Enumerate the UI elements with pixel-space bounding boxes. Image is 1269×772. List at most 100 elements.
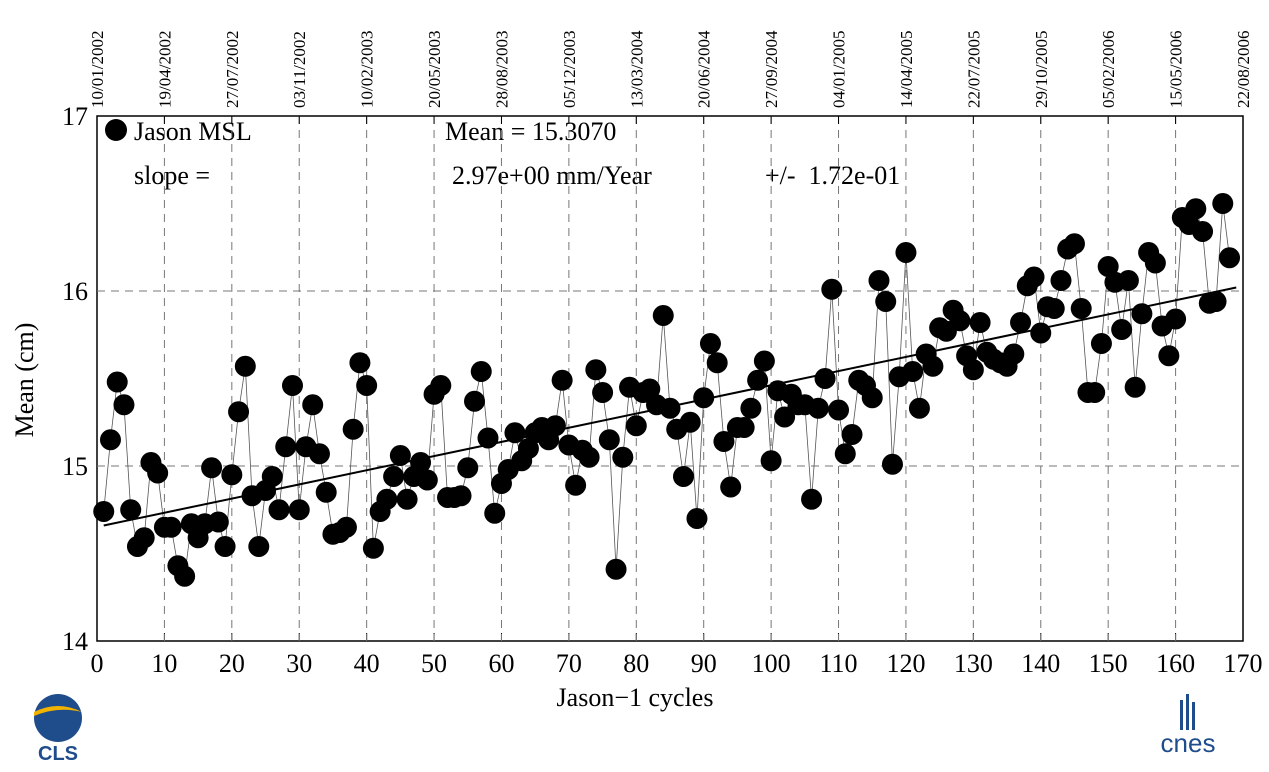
y-tick-label: 16 xyxy=(62,277,88,306)
data-point xyxy=(207,511,229,533)
data-point xyxy=(693,387,715,409)
data-point xyxy=(834,443,856,465)
data-point xyxy=(861,387,883,409)
x-tick-label: 150 xyxy=(1089,649,1128,678)
data-point xyxy=(342,418,364,440)
data-point xyxy=(686,508,708,529)
data-point xyxy=(1097,256,1119,277)
data-point xyxy=(1131,303,1153,325)
data-point xyxy=(1124,376,1146,398)
data-point xyxy=(99,429,121,451)
data-point xyxy=(1010,312,1032,333)
data-point xyxy=(1050,270,1072,291)
data-point xyxy=(383,466,405,487)
cnes-text: cnes xyxy=(1161,728,1216,758)
data-point xyxy=(881,453,903,475)
data-point xyxy=(201,457,223,479)
x-tick-label: 40 xyxy=(354,649,380,678)
data-point xyxy=(410,452,432,473)
data-point xyxy=(908,397,930,419)
data-point xyxy=(1030,322,1052,344)
data-point xyxy=(565,474,587,496)
top-tick-label: 22/08/2006 xyxy=(1234,31,1253,108)
data-point xyxy=(672,466,694,487)
data-point xyxy=(315,481,337,503)
top-tick-label: 05/12/2003 xyxy=(560,31,579,108)
data-point xyxy=(261,466,283,487)
data-point xyxy=(774,406,796,428)
data-point xyxy=(1084,382,1106,403)
data-point xyxy=(335,516,357,538)
data-point xyxy=(268,499,290,521)
top-tick-label: 19/04/2002 xyxy=(155,31,174,108)
data-point xyxy=(1111,319,1133,340)
top-tick-label: 04/01/2005 xyxy=(830,31,849,108)
y-tick-label: 15 xyxy=(62,452,88,481)
data-point xyxy=(416,469,438,491)
y-axis-title: Mean (cm) xyxy=(10,323,39,438)
data-point xyxy=(875,291,897,312)
data-point xyxy=(922,355,944,377)
data-point xyxy=(113,394,135,416)
data-point xyxy=(949,310,971,332)
cls-logo: CLS xyxy=(34,694,82,765)
data-point xyxy=(814,368,836,389)
data-point xyxy=(1003,343,1025,365)
x-tick-label: 170 xyxy=(1224,649,1263,678)
data-point xyxy=(1023,266,1045,288)
x-tick-label: 130 xyxy=(954,649,993,678)
data-point xyxy=(450,485,472,507)
data-point xyxy=(1219,247,1241,269)
data-point xyxy=(248,536,270,557)
data-point xyxy=(477,427,499,449)
data-point xyxy=(895,242,917,263)
slope-value: 2.97e+00 mm/Year xyxy=(452,161,652,190)
data-point xyxy=(598,429,620,451)
data-point xyxy=(133,527,155,549)
data-point xyxy=(1117,270,1139,291)
data-point xyxy=(362,537,384,559)
data-point xyxy=(753,350,775,372)
data-point xyxy=(174,565,196,587)
data-point xyxy=(1144,252,1166,274)
slope-error: +/- 1.72e-01 xyxy=(765,161,900,190)
data-point xyxy=(740,397,762,419)
x-tick-label: 140 xyxy=(1021,649,1060,678)
top-tick-label: 03/11/2002 xyxy=(290,31,309,108)
data-point xyxy=(592,382,614,403)
data-point xyxy=(228,401,250,423)
x-tick-label: 90 xyxy=(691,649,717,678)
data-point xyxy=(544,415,566,437)
cnes-logo: cnes xyxy=(1161,694,1216,758)
data-point xyxy=(1043,298,1065,319)
data-point xyxy=(430,375,452,396)
data-point xyxy=(699,333,721,354)
top-tick-label: 20/06/2004 xyxy=(695,30,714,108)
x-tick-label: 160 xyxy=(1156,649,1195,678)
data-point xyxy=(376,488,398,510)
data-point xyxy=(807,397,829,419)
data-point xyxy=(308,443,330,465)
data-point xyxy=(733,417,755,438)
top-tick-label: 14/04/2005 xyxy=(897,31,916,108)
data-point xyxy=(302,394,324,416)
data-point xyxy=(281,375,303,396)
top-tick-label: 27/07/2002 xyxy=(223,31,242,108)
data-point xyxy=(1165,308,1187,330)
x-tick-label: 120 xyxy=(886,649,925,678)
data-point xyxy=(962,359,984,381)
data-point xyxy=(706,352,728,374)
top-tick-label: 22/07/2005 xyxy=(964,31,983,108)
top-tick-label: 20/05/2003 xyxy=(425,31,444,108)
data-point xyxy=(275,436,297,458)
x-tick-label: 110 xyxy=(820,649,858,678)
data-point xyxy=(1212,193,1234,214)
top-tick-label: 10/02/2003 xyxy=(358,31,377,108)
data-point xyxy=(551,369,573,391)
data-point xyxy=(356,375,378,396)
top-tick-label: 05/02/2006 xyxy=(1099,31,1118,108)
data-point xyxy=(747,369,769,391)
data-point xyxy=(659,397,681,419)
data-point xyxy=(214,536,236,557)
data-point xyxy=(902,361,924,382)
